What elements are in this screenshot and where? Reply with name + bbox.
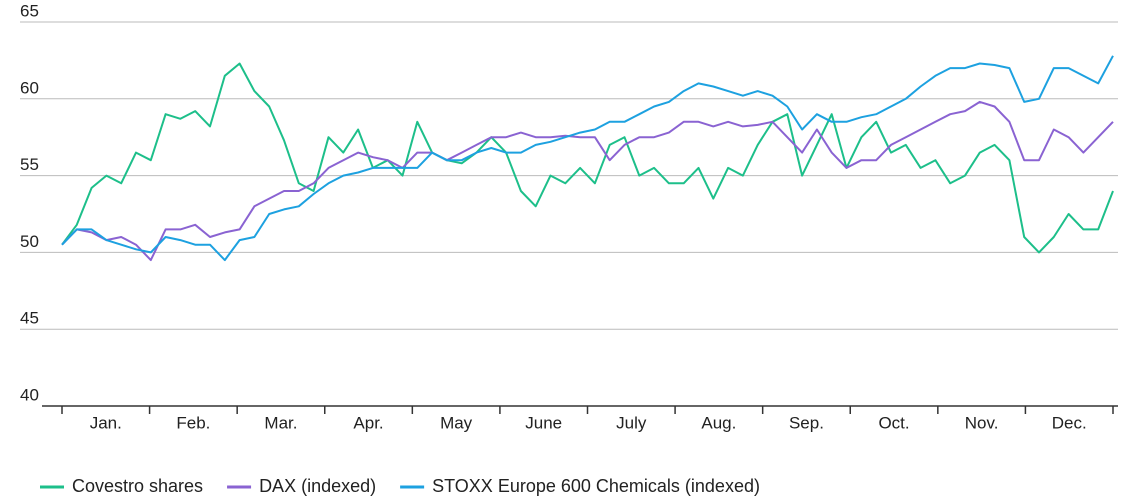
legend-label: DAX (indexed) bbox=[259, 476, 376, 496]
y-tick-label: 45 bbox=[20, 309, 39, 328]
x-tick-label: Mar. bbox=[264, 413, 297, 432]
series-line bbox=[61, 62, 1114, 254]
y-tick-label: 50 bbox=[20, 232, 39, 251]
x-tick-label: Sep. bbox=[789, 413, 824, 432]
y-tick-label: 65 bbox=[20, 1, 39, 20]
y-tick-label: 60 bbox=[20, 78, 39, 97]
x-tick-label: May bbox=[440, 413, 473, 432]
series-line bbox=[61, 55, 1114, 262]
y-tick-label: 40 bbox=[20, 385, 39, 404]
x-tick-label: Nov. bbox=[965, 413, 999, 432]
x-tick-label: Oct. bbox=[878, 413, 909, 432]
legend-label: STOXX Europe 600 Chemicals (indexed) bbox=[432, 476, 760, 496]
x-tick-label: July bbox=[616, 413, 647, 432]
series-line bbox=[61, 100, 1114, 262]
x-tick-label: Feb. bbox=[176, 413, 210, 432]
x-tick-label: Dec. bbox=[1052, 413, 1087, 432]
legend-label: Covestro shares bbox=[72, 476, 203, 496]
y-tick-label: 55 bbox=[20, 155, 39, 174]
x-tick-label: June bbox=[525, 413, 562, 432]
x-tick-label: Jan. bbox=[90, 413, 122, 432]
legend: Covestro shares DAX (indexed) STOXX Europe… bbox=[40, 476, 760, 496]
x-tick-label: Aug. bbox=[701, 413, 736, 432]
x-tick-label: Apr. bbox=[353, 413, 383, 432]
